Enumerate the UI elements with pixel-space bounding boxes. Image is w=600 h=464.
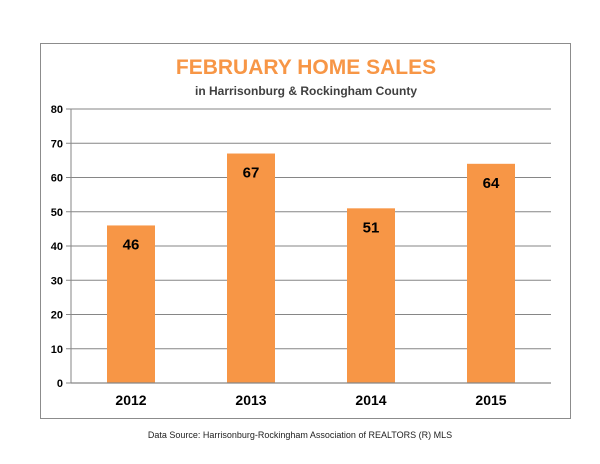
bar-2014 — [347, 208, 395, 383]
chart-title: FEBRUARY HOME SALES — [176, 56, 436, 79]
y-tick-label: 10 — [51, 344, 63, 356]
chart-subtitle: in Harrisonburg & Rockingham County — [195, 84, 417, 98]
y-tick-label: 60 — [51, 173, 63, 185]
data-label-2013: 67 — [243, 165, 260, 182]
y-tick-label: 20 — [51, 310, 63, 322]
x-axis-ticks: 2012 2013 2014 2015 — [71, 382, 551, 408]
bar-2012 — [107, 225, 155, 383]
chart-frame: FEBRUARY HOME SALES in Harrisonburg & Ro… — [40, 43, 571, 419]
bar-chart: FEBRUARY HOME SALES in Harrisonburg & Ro… — [51, 56, 551, 408]
bar-2015 — [467, 163, 515, 383]
data-label-2015: 64 — [483, 175, 500, 192]
data-labels: 46 67 51 64 — [123, 165, 500, 254]
bar-2013 — [227, 153, 275, 383]
x-tick-label-2013: 2013 — [235, 392, 266, 408]
data-source-note: Data Source: Harrisonburg-Rockingham Ass… — [147, 430, 453, 440]
x-tick-label-2012: 2012 — [115, 392, 146, 408]
data-label-2014: 51 — [363, 219, 380, 236]
x-tick-label-2014: 2014 — [355, 392, 386, 408]
data-label-2012: 46 — [123, 236, 140, 253]
x-tick-label-2015: 2015 — [475, 392, 506, 408]
y-tick-label: 30 — [51, 275, 63, 287]
y-tick-label: 0 — [57, 378, 63, 390]
y-tick-label: 50 — [51, 207, 63, 219]
y-tick-label: 70 — [51, 138, 63, 150]
y-tick-label: 80 — [51, 104, 63, 116]
y-axis-ticks: 0 10 20 30 40 50 60 70 80 — [51, 104, 63, 390]
y-tick-label: 40 — [51, 241, 63, 253]
bars — [107, 153, 515, 383]
